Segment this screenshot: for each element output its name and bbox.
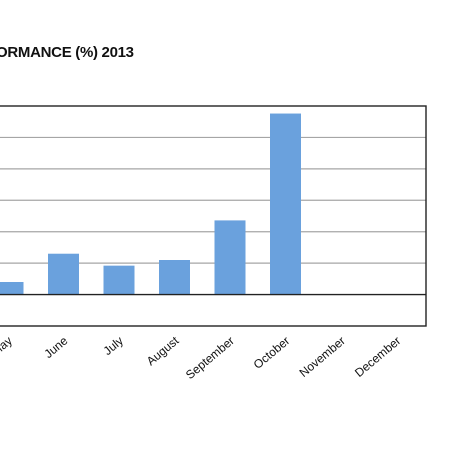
bar-october: [270, 113, 301, 295]
chart-title: ORMANCE (%) 2013: [0, 44, 134, 61]
bar-september: [214, 220, 246, 295]
category-label-november: November: [297, 334, 348, 380]
bar-may: [0, 282, 24, 295]
bar-august: [159, 260, 190, 295]
category-labels: May June July August September October Novembe…: [0, 333, 403, 382]
bars: [0, 113, 301, 295]
category-label-december: December: [352, 334, 403, 380]
category-label-october: October: [251, 334, 293, 372]
category-label-august: August: [144, 333, 182, 368]
category-label-september: September: [183, 334, 237, 382]
category-label-july: July: [101, 334, 126, 358]
bar-june: [48, 253, 79, 295]
plot-border: [0, 105, 427, 327]
plot-frame: [0, 105, 427, 327]
category-label-june: June: [41, 333, 70, 361]
bar-july: [103, 265, 135, 295]
category-label-may: May: [0, 334, 15, 359]
gridlines: [0, 136, 426, 264]
